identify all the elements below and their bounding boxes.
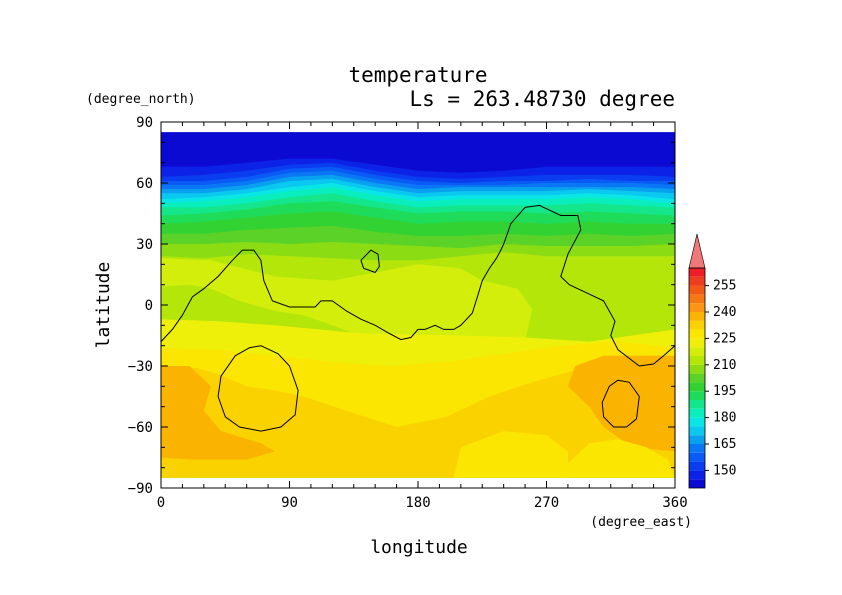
colorbar-swatch xyxy=(689,400,705,409)
colorbar-swatch xyxy=(689,356,705,365)
x-tick-label: 270 xyxy=(534,495,559,511)
colorbar-swatch xyxy=(689,444,705,453)
colorbar-swatch xyxy=(689,320,705,330)
region-225-6 xyxy=(560,439,675,478)
contour-line-3 xyxy=(601,379,640,428)
colorbar-swatch xyxy=(689,329,705,339)
colorbar-swatch xyxy=(689,479,705,488)
colorbar-swatch xyxy=(689,303,705,312)
colorbar-swatch xyxy=(689,276,705,286)
colorbar-frame xyxy=(688,267,706,489)
x-axis-label: longitude xyxy=(370,537,468,558)
colorbar-swatch xyxy=(689,338,705,348)
region-235-4 xyxy=(161,366,276,460)
heatmap-bands xyxy=(161,132,675,478)
colorbar-swatch xyxy=(689,426,705,436)
colorbar-tick-label: 150 xyxy=(713,463,736,478)
colorbar-swatch xyxy=(689,285,705,295)
y-tick-label: 0 xyxy=(145,298,153,314)
colorbar-swatch xyxy=(689,312,705,321)
colorbar-tick-label: 180 xyxy=(713,411,736,426)
colorbar-swatch xyxy=(689,417,705,427)
x-unit-label: (degree_east) xyxy=(590,515,692,530)
region-225-7 xyxy=(453,431,568,478)
colorbar-tick-label: 240 xyxy=(713,305,736,320)
colorbar-swatch xyxy=(689,268,705,277)
colorbar-tick-label: 225 xyxy=(713,331,736,346)
y-tick-label: −90 xyxy=(128,481,153,497)
colorbar-swatch xyxy=(689,391,705,400)
colorbar-tick-label: 165 xyxy=(713,437,736,452)
x-tick-label: 360 xyxy=(662,495,687,511)
colorbar-swatch xyxy=(689,461,705,471)
y-tick-label: −60 xyxy=(128,420,153,436)
x-tick-label: 180 xyxy=(405,495,430,511)
y-axis-ticks: 90 60 30 0 −30 −60 −90 xyxy=(128,115,675,497)
x-axis-ticks: 0 90 180 270 360 xyxy=(157,122,688,511)
colorbar-swatch xyxy=(689,452,705,462)
colorbar-swatch xyxy=(689,470,705,480)
colorbar: 150 165 180 195 210 225 240 255 xyxy=(688,233,736,489)
x-tick-label: 0 xyxy=(157,495,165,511)
colorbar-swatch xyxy=(689,435,705,444)
region-215-0 xyxy=(161,258,533,354)
y-axis-label: latitude xyxy=(93,262,114,349)
x-tick-label: 90 xyxy=(281,495,298,511)
y-tick-label: 60 xyxy=(136,176,153,192)
contour-lines xyxy=(160,204,676,432)
colorbar-swatch xyxy=(689,347,705,356)
contour-line-1 xyxy=(217,345,299,432)
colorbar-tick-label: 195 xyxy=(713,384,736,399)
colorbar-extend-triangle xyxy=(688,233,706,269)
y-tick-label: 90 xyxy=(136,115,153,131)
colorbar-tick-label: 255 xyxy=(713,279,736,294)
y-tick-label: −30 xyxy=(128,359,153,375)
colorbar-swatch xyxy=(689,373,705,383)
contour-line-2 xyxy=(360,249,380,274)
contour-line-0 xyxy=(160,204,676,367)
colorbar-swatch xyxy=(689,382,705,392)
y-tick-label: 30 xyxy=(136,237,153,253)
colorbar-swatch xyxy=(689,364,705,374)
colorbar-swatch xyxy=(689,408,705,418)
y-unit-label: (degree_north) xyxy=(86,92,196,107)
colorbar-tick-label: 210 xyxy=(713,358,736,373)
chart-title: temperature xyxy=(348,63,487,87)
region-235-5 xyxy=(567,355,675,452)
chart-subtitle: Ls = 263.48730 degree xyxy=(409,87,675,111)
colorbar-swatch xyxy=(689,294,705,304)
